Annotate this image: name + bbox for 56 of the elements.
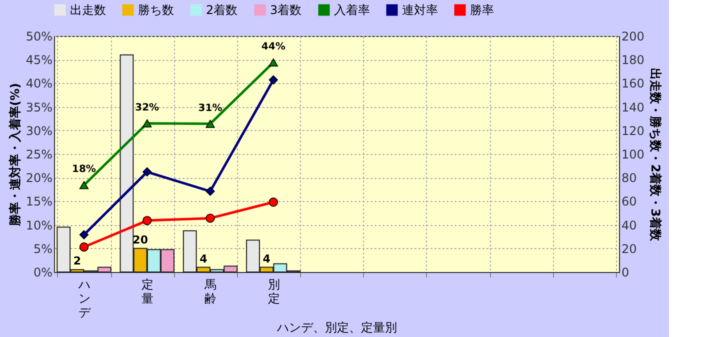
y-tick-label: 10% (26, 218, 52, 232)
legend-label: 勝ち数 (138, 3, 174, 17)
point (206, 120, 215, 128)
data-label: 4 (200, 252, 208, 266)
y2-tick-label: 60 (622, 194, 637, 209)
x-axis-title: ハンデ、別定、定量別 (276, 320, 397, 334)
y2-tick-label: 120 (622, 124, 644, 138)
y-tick-label: 5% (33, 242, 52, 256)
y2-tick-label: 100 (622, 148, 644, 162)
legend-label: 出走数 (70, 3, 106, 17)
point (268, 75, 278, 84)
legend-label: 入着率 (334, 3, 370, 17)
y2-tick-label: 20 (622, 242, 637, 256)
y-axis-title: 勝率・連対率・入着率(%) (8, 83, 22, 227)
x-tick-label: 定量 (142, 278, 154, 306)
point (79, 230, 89, 240)
data-label: 2 (73, 254, 82, 268)
y2-tick-label: 0 (622, 266, 630, 280)
y2-tick-label: 40 (622, 218, 637, 232)
y2-tick-label: 80 (622, 171, 637, 186)
y-tick-label: 45% (26, 53, 52, 68)
point (268, 198, 278, 207)
y-tick-label: 0% (33, 266, 52, 280)
point (142, 167, 152, 177)
legend-label: 3着数 (270, 3, 302, 17)
legend-label: 2着数 (206, 3, 238, 17)
point (79, 181, 89, 190)
data-label: 18% (72, 164, 96, 176)
point (268, 58, 278, 66)
data-label: 20 (132, 233, 148, 246)
legend-label: 勝率 (470, 3, 494, 17)
y-tick-label: 40% (26, 76, 52, 91)
data-label: 32% (135, 102, 160, 114)
x-tick-label: 馬齢 (204, 278, 217, 306)
y-tick-label: 35% (26, 100, 52, 114)
legend-label: 連対率 (402, 3, 438, 17)
y-tick-label: 15% (26, 194, 52, 209)
data-label: 31% (198, 102, 222, 114)
y-tick-label: 25% (26, 148, 52, 162)
x-tick-label: 別定 (268, 278, 280, 306)
y2-tick-label: 140 (622, 100, 644, 114)
x-tick-label: ハンデ (77, 278, 92, 320)
y2-tick-label: 200 (622, 30, 644, 44)
point (206, 214, 215, 223)
data-label: 44% (261, 41, 286, 52)
y-tick-label: 50% (26, 30, 52, 44)
point (206, 186, 215, 196)
y2-axis-title: 出走数・勝ち数・2着数・3着数 (648, 68, 662, 242)
y-tick-label: 20% (26, 171, 52, 186)
y2-tick-label: 160 (622, 76, 644, 91)
data-label: 4 (262, 252, 271, 266)
y2-tick-label: 180 (622, 53, 644, 68)
point (142, 216, 152, 226)
point (142, 119, 152, 128)
point (79, 242, 89, 252)
y-tick-label: 30% (26, 124, 52, 138)
